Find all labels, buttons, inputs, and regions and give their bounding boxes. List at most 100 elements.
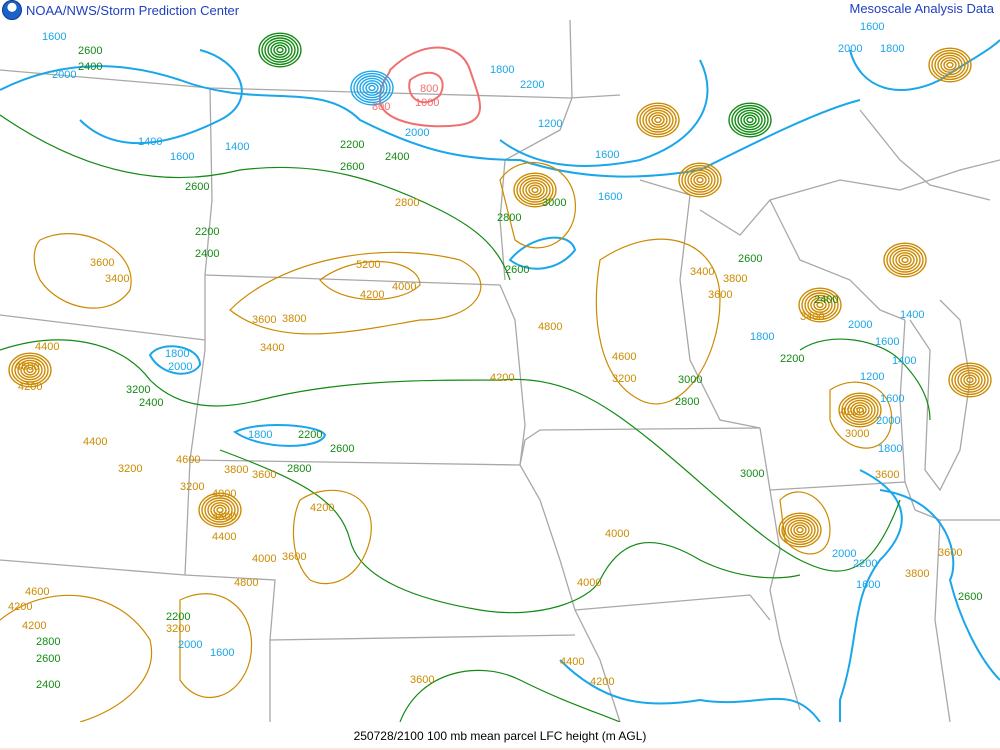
contour-orange <box>499 162 576 249</box>
contour-label: 4600 <box>25 586 49 598</box>
contour-cluster-ring <box>14 357 46 383</box>
contour-blue <box>508 236 577 270</box>
contour-cluster-ring <box>943 59 957 71</box>
contour-cluster-ring <box>793 524 807 536</box>
contour-label: 4400 <box>212 531 236 543</box>
contour-cluster-ring <box>796 526 804 534</box>
contour-label: 2200 <box>166 611 190 623</box>
contour-green <box>799 338 931 421</box>
contour-label: 2000 <box>848 319 872 331</box>
contour-label: 2000 <box>832 548 856 560</box>
contour-label: 4200 <box>840 406 864 418</box>
contour-label: 1800 <box>248 429 272 441</box>
contour-label: 3600 <box>252 469 276 481</box>
dense-contour-clusters <box>8 32 992 548</box>
contour-label: 3000 <box>542 197 566 209</box>
contour-cluster-ring <box>816 301 824 309</box>
contour-label: 2400 <box>814 294 838 306</box>
contour-label: 4800 <box>234 577 258 589</box>
contour-cluster-ring <box>734 107 766 133</box>
contour-blue <box>233 423 327 447</box>
contour-cluster-ring <box>838 392 882 428</box>
contour-label: 4200 <box>8 601 32 613</box>
contour-cluster-ring <box>684 167 716 193</box>
contour-cluster-ring <box>20 362 40 378</box>
contour-cluster-ring <box>801 289 839 321</box>
contour-cluster-ring <box>892 249 918 271</box>
contour-cluster-ring <box>737 109 763 131</box>
contour-cluster-ring <box>813 299 827 311</box>
contour-cluster-ring <box>362 80 382 96</box>
contour-cluster-ring <box>210 502 230 518</box>
contour-cluster-ring <box>353 72 391 104</box>
contour-label: 3400 <box>690 266 714 278</box>
contour-cluster-ring <box>847 399 873 421</box>
contour-cluster-ring <box>807 294 833 316</box>
contour-label: 2600 <box>958 591 982 603</box>
contour-cluster-ring <box>850 402 870 418</box>
contour-label: 3000 <box>845 428 869 440</box>
contour-label: 1600 <box>42 31 66 43</box>
contour-label: 2000 <box>838 43 862 55</box>
contour-cluster-ring <box>198 492 242 528</box>
contour-orange <box>179 593 253 698</box>
contour-label: 1800 <box>490 64 514 76</box>
contour-label: 3800 <box>723 273 747 285</box>
contour-cluster-ring <box>934 52 966 78</box>
contour-cluster-ring <box>264 37 296 63</box>
contour-blue <box>849 39 1000 91</box>
contour-label: 1600 <box>880 393 904 405</box>
contour-cluster-ring <box>728 102 772 138</box>
contour-cluster-ring <box>531 186 539 194</box>
contour-label: 2200 <box>853 558 877 570</box>
contour-label: 3800 <box>282 313 306 325</box>
state-borders <box>0 20 1000 722</box>
contour-cluster-ring <box>687 169 713 191</box>
contour-cluster-ring <box>636 102 680 138</box>
contour-label: 2000 <box>52 69 76 81</box>
contour-label: 2400 <box>385 151 409 163</box>
contour-orange <box>779 491 831 555</box>
contour-cluster-ring <box>841 394 879 426</box>
contour-label: 2400 <box>195 248 219 260</box>
contour-green <box>0 114 511 281</box>
contour-label: 1600 <box>595 149 619 161</box>
contour-label: 4000 <box>577 577 601 589</box>
contour-orange <box>829 381 893 449</box>
contour-cluster-ring <box>886 244 924 276</box>
contour-cluster-ring <box>270 42 290 58</box>
contour-cluster-ring <box>26 366 34 374</box>
contour-cluster-ring <box>519 177 551 203</box>
contour-cluster-ring <box>790 522 810 538</box>
contour-label: 4200 <box>360 289 384 301</box>
contour-cluster-ring <box>648 112 668 128</box>
contour-label: 1400 <box>900 309 924 321</box>
contour-label: 2800 <box>675 396 699 408</box>
contour-cluster-ring <box>651 114 665 126</box>
contour-label: 1000 <box>415 97 439 109</box>
contour-cluster-ring <box>678 162 722 198</box>
contour-label: 2200 <box>780 353 804 365</box>
contour-cluster-ring <box>898 254 912 266</box>
contour-cluster-ring <box>731 104 769 136</box>
contour-label: 2200 <box>340 139 364 151</box>
contour-label: 4400 <box>35 341 59 353</box>
contour-cluster-ring <box>746 116 754 124</box>
contour-cluster-ring <box>359 77 385 99</box>
contour-cluster-ring <box>937 54 963 76</box>
map-caption: 250728/2100 100 mb mean parcel LFC heigh… <box>0 722 1000 750</box>
contour-cluster-ring <box>844 397 876 423</box>
contour-cluster-ring <box>778 512 822 548</box>
contour-cluster-ring <box>931 49 969 81</box>
contour-green <box>0 339 901 572</box>
contour-label: 4000 <box>605 528 629 540</box>
contour-label: 2600 <box>505 264 529 276</box>
contour-cluster-ring <box>513 172 557 208</box>
header-title: NOAA/NWS/Storm Prediction Center <box>26 2 240 18</box>
contour-cluster-ring <box>525 182 545 198</box>
contour-label: 4200 <box>490 372 514 384</box>
contour-label: 3600 <box>938 547 962 559</box>
contour-cluster-ring <box>350 70 394 106</box>
contour-cluster-ring <box>787 519 813 541</box>
contour-cluster-ring <box>810 297 830 313</box>
